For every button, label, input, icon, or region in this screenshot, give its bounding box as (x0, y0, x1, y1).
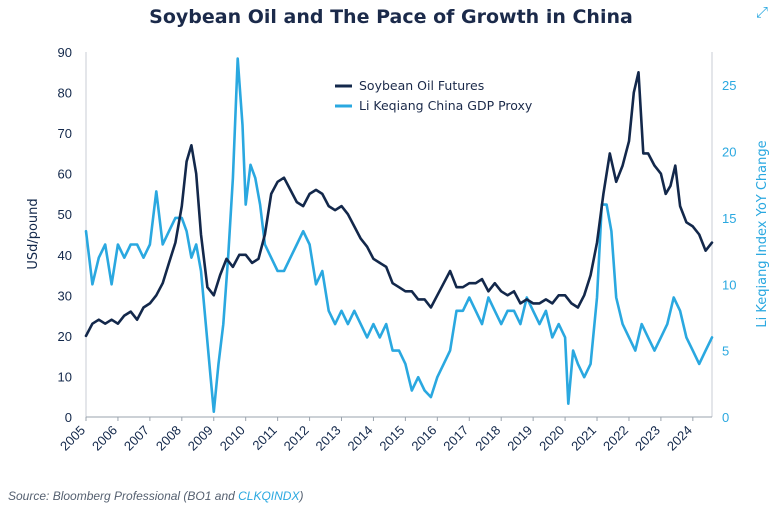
right-tick-25: 25 (722, 78, 736, 93)
x-tick-2012: 2012 (281, 423, 312, 454)
left-tick-labels: 0 10 20 30 40 50 60 70 80 90 (58, 45, 72, 425)
series-lines (84, 57, 714, 414)
left-tick-70: 70 (58, 126, 72, 141)
source-prefix: Source: Bloomberg Professional (BO1 and (8, 489, 239, 503)
legend-label-gdp: Li Keqiang China GDP Proxy (359, 98, 533, 113)
left-axis-label: USd/pound (26, 198, 41, 269)
source-suffix: ) (299, 489, 304, 503)
left-tick-40: 40 (58, 248, 72, 263)
left-tick-0: 0 (65, 410, 72, 425)
right-axis-label: Li Keqiang Index YoY Change (755, 140, 770, 327)
x-tick-2009: 2009 (185, 423, 216, 454)
x-tick-2008: 2008 (153, 423, 184, 454)
x-tick-2023: 2023 (632, 423, 663, 454)
x-tick-2005: 2005 (57, 423, 88, 454)
x-tick-2015: 2015 (376, 423, 407, 454)
x-tick-2017: 2017 (440, 423, 471, 454)
x-tick-2018: 2018 (472, 423, 503, 454)
x-tick-2022: 2022 (600, 423, 631, 454)
x-tick-2014: 2014 (345, 423, 376, 454)
x-tick-2021: 2021 (568, 423, 599, 454)
left-tick-60: 60 (58, 167, 72, 182)
x-tick-2010: 2010 (217, 423, 248, 454)
right-tick-15: 15 (722, 211, 736, 226)
left-tick-10: 10 (58, 369, 72, 384)
x-tick-2013: 2013 (313, 423, 344, 454)
left-tick-80: 80 (58, 86, 72, 101)
x-tick-2006: 2006 (89, 423, 120, 454)
li-keqiang-gdp-proxy-line (84, 57, 714, 414)
source-link[interactable]: CLKQINDX (238, 489, 300, 503)
legend: Soybean Oil Futures Li Keqiang China GDP… (335, 78, 533, 113)
expand-arrows-icon[interactable]: ⤢ (755, 3, 768, 21)
x-tick-2020: 2020 (536, 423, 567, 454)
x-tick-2007: 2007 (121, 423, 152, 454)
soybean-oil-futures-line (84, 71, 714, 338)
legend-label-soy: Soybean Oil Futures (359, 78, 484, 93)
x-tick-2016: 2016 (408, 423, 439, 454)
source-note: Source: Bloomberg Professional (BO1 and … (8, 489, 303, 503)
left-tick-50: 50 (58, 207, 72, 222)
right-tick-0: 0 (722, 410, 729, 425)
right-tick-5: 5 (722, 344, 729, 359)
left-tick-90: 90 (58, 45, 72, 60)
chart-title: Soybean Oil and The Pace of Growth in Ch… (149, 6, 633, 28)
right-tick-10: 10 (722, 277, 736, 292)
right-tick-20: 20 (722, 145, 736, 160)
x-tick-2024: 2024 (664, 423, 695, 454)
x-tick-labels: 2005 2006 2007 2008 2009 2010 2011 2012 2013 2014… (57, 417, 695, 454)
x-tick-2019: 2019 (504, 423, 535, 454)
left-tick-30: 30 (58, 288, 72, 303)
left-tick-20: 20 (58, 329, 72, 344)
right-tick-labels: 0 5 10 15 20 25 (722, 78, 736, 425)
x-tick-2011: 2011 (249, 423, 279, 453)
